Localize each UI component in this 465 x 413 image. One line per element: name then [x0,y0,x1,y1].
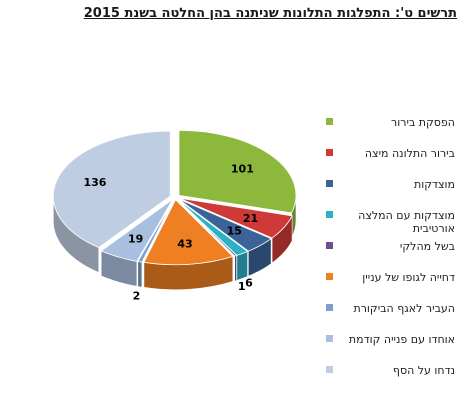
value-label-1: 101 [231,163,254,176]
legend-label-2: בירור התלונה מיצה [365,147,455,160]
chart-title: תרשים ט': התפלגות התלונות שניתנה בהן החל… [83,6,457,21]
pie-slice-6 [143,199,234,266]
value-label-6: 43 [177,238,192,251]
legend-label-1: הפסקת בירור [391,116,455,129]
value-label-5: 1 [238,280,246,293]
legend-swatch-7 [326,304,333,311]
legend-swatch-6 [326,273,333,280]
legend-swatch-4 [326,211,333,218]
pie-slice-5 [177,199,238,257]
legend-label-4: מוצדקות עם המלצה אורטיבית [358,209,455,235]
value-label-8: 19 [128,233,143,246]
pie-slice-8 [100,199,174,262]
legend-label-5: בשל מהלקי [400,240,455,253]
pie-slice-side-7 [137,261,143,288]
legend-swatch-2 [326,149,333,156]
value-label-4: 6 [245,277,253,290]
legend-label-9: נדחו על הסף [393,364,455,377]
legend-swatch-5 [326,242,333,249]
legend-swatch-8 [326,335,333,342]
legend-label-3: מוצדקות [414,178,455,191]
pie-slice-2 [179,197,293,239]
legend-label-7: העביר לאגף הביקורת [353,302,455,315]
value-label-7: 2 [133,289,141,302]
value-label-3: 15 [227,225,242,238]
legend-label-8: אוחדו עם פנייה קודמת [349,333,455,346]
value-label-9: 136 [83,176,106,189]
pie-slice-9 [52,130,171,249]
legend-swatch-9 [326,366,333,373]
legend-label-6: דחייה לגופו של עניין [362,271,455,284]
legend-swatch-3 [326,180,333,187]
legend-swatch-1 [326,118,333,125]
pie-slice-3 [178,198,272,252]
pie-slice-1 [178,129,297,214]
pie-slice-side-5 [234,255,237,282]
pie-slice-7 [137,199,174,263]
value-label-2: 21 [243,212,258,225]
